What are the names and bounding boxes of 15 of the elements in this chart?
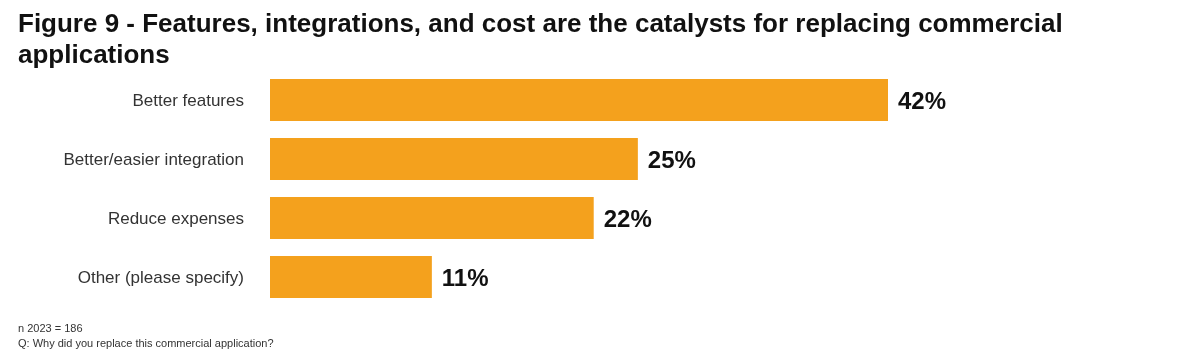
data-label: 25% xyxy=(647,145,696,173)
bar xyxy=(270,256,432,298)
y-tick-label: Other (please specify) xyxy=(77,267,244,287)
data-label: 11% xyxy=(441,263,489,291)
data-label: 42% xyxy=(898,86,947,114)
y-tick-label: Reduce expenses xyxy=(107,208,244,228)
bar xyxy=(270,138,638,180)
text: Q: Why did you replace this commercial application? xyxy=(18,336,274,351)
y-tick-label: Better/easier integration xyxy=(63,149,244,169)
text: n 2023 = 186 xyxy=(18,321,84,336)
bar xyxy=(270,79,888,121)
chart-title: Figure 9 - Features, integrations, and cost are the catalysts for replacing commercial applications xyxy=(18,8,1064,70)
bar xyxy=(270,197,594,239)
y-tick-label: Better features xyxy=(132,90,244,110)
data-label: 22% xyxy=(603,204,652,232)
